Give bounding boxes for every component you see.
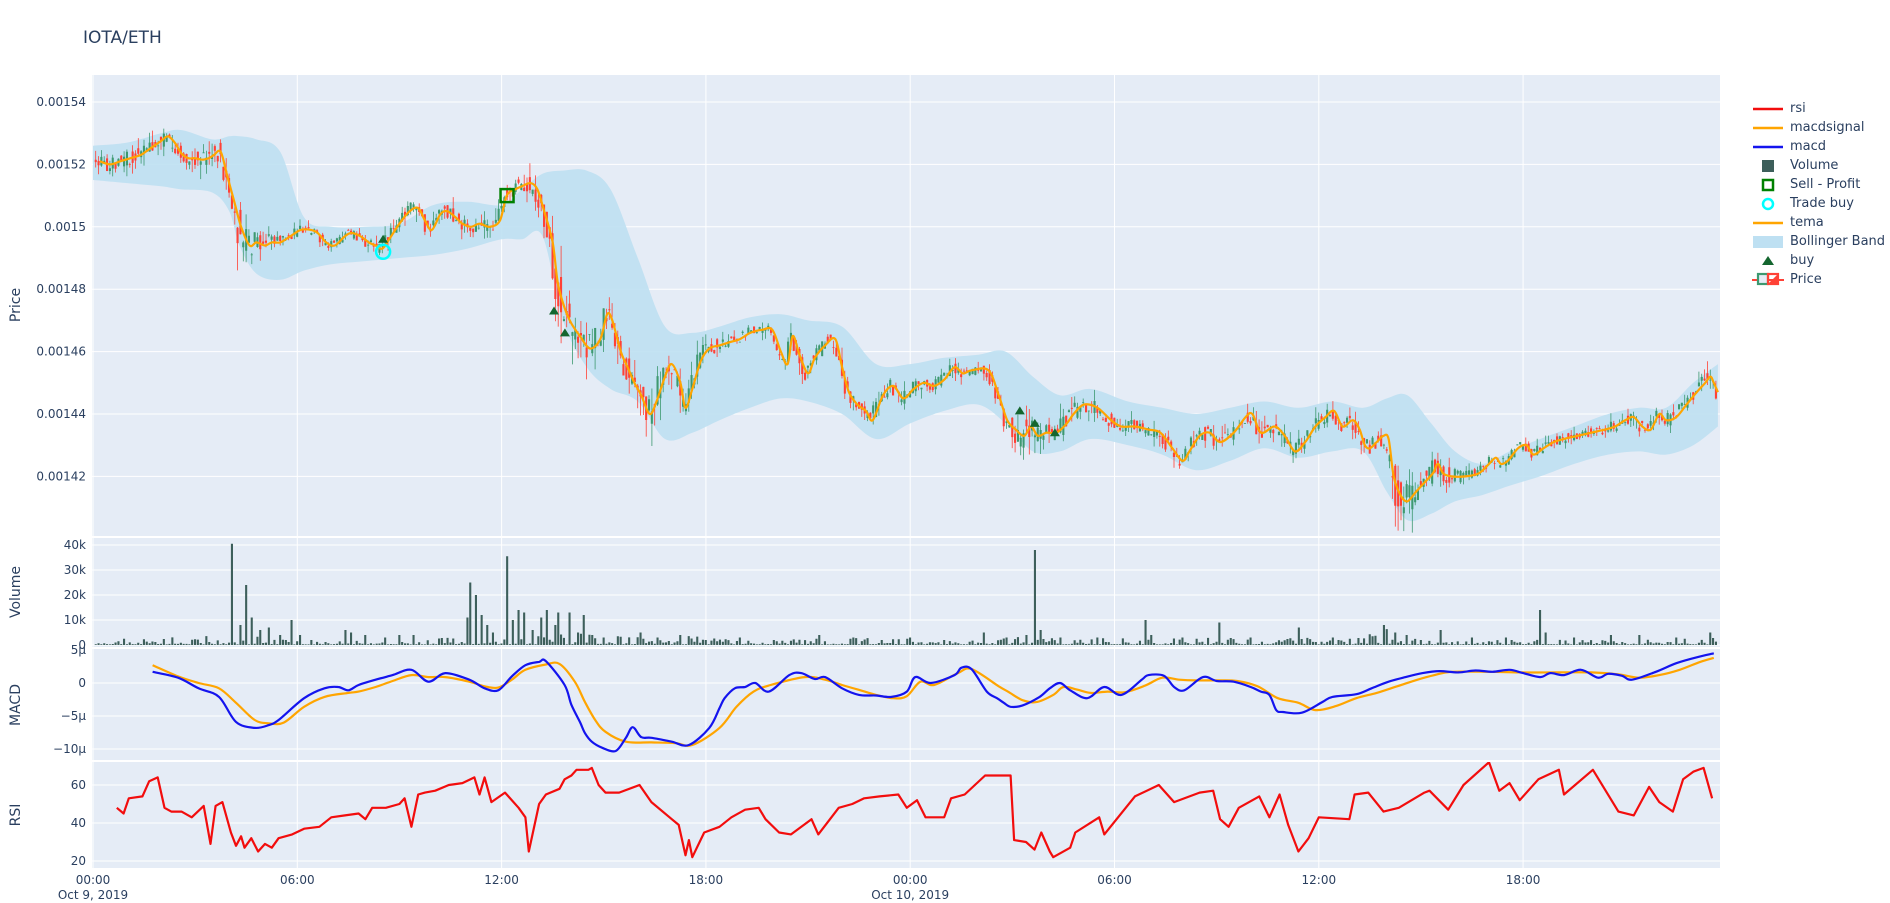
tema-line (99, 135, 1719, 503)
legend-buy-label: buy (1790, 253, 1815, 268)
bollinger-band-area (93, 129, 1718, 522)
panel-macd-background[interactable] (92, 649, 1720, 760)
legend-buy-icon (1762, 255, 1774, 265)
panel-rsi-background[interactable] (92, 762, 1720, 868)
legend-tema-icon (1753, 221, 1783, 224)
buy-marker[interactable] (1049, 428, 1060, 437)
buy-marker[interactable] (559, 328, 570, 337)
macd-panel-content (152, 652, 1715, 753)
volume-ytick-label: 30k (64, 563, 86, 577)
legend-item-tema[interactable]: tema (1752, 213, 1885, 232)
price-ytick-label: 0.00148 (36, 282, 86, 296)
x-tick-label: 06:00 (280, 873, 315, 887)
chart-title: IOTA/ETH (83, 28, 162, 48)
macd-ytick-label: −10µ (53, 742, 86, 756)
trade-buy-marker[interactable] (374, 243, 392, 261)
grid-rsi (92, 762, 1720, 868)
panel-volume-background[interactable] (92, 538, 1720, 647)
rsi-ytick-label: 20 (71, 854, 86, 868)
macd-axis-title: MACD (8, 684, 24, 726)
legend-bollinger-band-icon (1753, 235, 1783, 248)
legend-sell-profit-icon (1761, 178, 1775, 191)
buy-marker[interactable] (378, 234, 389, 243)
legend-volume-label: Volume (1790, 158, 1839, 173)
price-ytick-label: 0.00152 (36, 157, 86, 171)
volume-ytick-label: 10k (64, 613, 86, 627)
panel-macd (92, 649, 1720, 760)
x-tick-label: 12:00 (484, 873, 519, 887)
rsi-axis-title: RSI (8, 804, 24, 827)
legend-item-sell-profit[interactable]: Sell - Profit (1752, 175, 1885, 194)
macd-ytick-label: 0 (78, 676, 86, 690)
price-panel-content (93, 128, 1719, 533)
price-axis-title: Price (8, 288, 24, 322)
legend-item-trade-buy[interactable]: Trade buy (1752, 194, 1885, 213)
buy-marker[interactable] (549, 306, 560, 315)
legend-macd-icon (1753, 145, 1783, 148)
buy-marker[interactable] (1029, 418, 1040, 427)
macd-line (152, 652, 1715, 753)
legend-volume-icon (1762, 159, 1774, 172)
volume-axis-title: Volume (8, 566, 24, 618)
x-tick-label: 18:00 (689, 873, 724, 887)
legend-trade-buy-icon (1761, 197, 1775, 210)
legend-sell-profit-label: Sell - Profit (1790, 177, 1861, 192)
macd-ytick-label: 5µ (71, 643, 87, 657)
legend-item-macdsignal[interactable]: macdsignal (1752, 118, 1885, 137)
rsi-line (116, 762, 1714, 859)
x-date-label: Oct 10, 2019 (871, 888, 949, 902)
rsi-panel-content (116, 762, 1714, 859)
price-ytick-label: 0.00144 (36, 407, 86, 421)
x-tick-label: 00:00 (893, 873, 928, 887)
legend: rsi macdsignal macd Volume Sell - Profit Trad… (1752, 99, 1885, 289)
legend-macdsignal-icon (1753, 126, 1783, 129)
x-tick-label: 06:00 (1097, 873, 1132, 887)
panel-volume (92, 538, 1720, 647)
sell-profit-marker[interactable] (499, 187, 515, 204)
legend-item-volume[interactable]: Volume (1752, 156, 1885, 175)
legend-item-bollinger-band[interactable]: Bollinger Band (1752, 232, 1885, 251)
rsi-ytick-label: 40 (71, 816, 86, 830)
volume-ytick-label: 0 (78, 638, 86, 652)
price-ytick-label: 0.00146 (36, 345, 86, 359)
price-ytick-label: 0.00142 (36, 469, 86, 483)
x-tick-label: 12:00 (1302, 873, 1337, 887)
legend-macdsignal-label: macdsignal (1790, 120, 1865, 135)
legend-bollinger-band-label: Bollinger Band (1790, 234, 1886, 249)
buy-marker[interactable] (1014, 406, 1025, 415)
legend-item-buy[interactable]: buy (1752, 251, 1885, 270)
macdsignal-line (152, 656, 1715, 747)
legend-trade-buy-label: Trade buy (1790, 196, 1854, 211)
price-ytick-label: 0.00154 (36, 95, 86, 109)
legend-macd-label: macd (1790, 139, 1827, 154)
legend-item-macd[interactable]: macd (1752, 137, 1885, 156)
volume-ytick-label: 20k (64, 588, 86, 602)
price-ytick-label: 0.0015 (44, 220, 86, 234)
macd-ytick-label: −5µ (61, 709, 87, 723)
legend-price-icon (1752, 272, 1784, 285)
legend-tema-label: tema (1790, 215, 1824, 230)
legend-item-rsi[interactable]: rsi (1752, 99, 1885, 118)
legend-price-label: Price (1790, 272, 1822, 287)
legend-item-price[interactable]: Price (1752, 270, 1885, 289)
volume-ytick-label: 40k (64, 538, 86, 552)
x-date-label: Oct 9, 2019 (58, 888, 128, 902)
x-tick-label: 00:00 (76, 873, 111, 887)
legend-rsi-label: rsi (1790, 101, 1806, 116)
panel-rsi (92, 762, 1720, 868)
x-tick-label: 18:00 (1506, 873, 1541, 887)
legend-rsi-icon (1753, 107, 1783, 110)
rsi-ytick-label: 60 (71, 778, 86, 792)
